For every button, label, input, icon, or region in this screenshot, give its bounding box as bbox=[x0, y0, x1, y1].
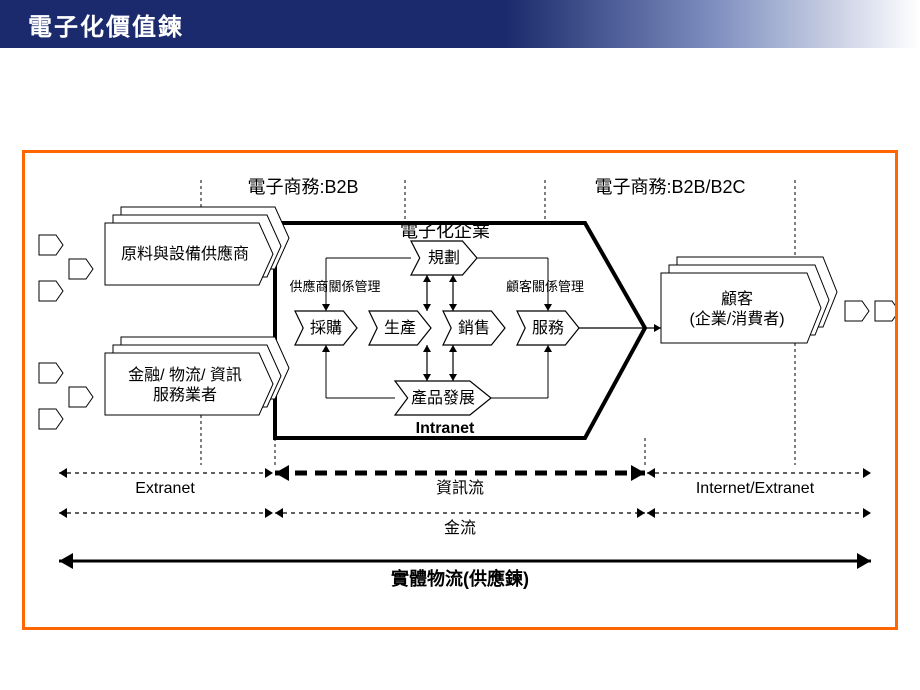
small-arrow-icon bbox=[845, 301, 869, 321]
flow-physical-head-r bbox=[857, 553, 871, 569]
node-product-dev-label: 產品發展 bbox=[411, 389, 475, 407]
flow-info-head-r bbox=[631, 465, 645, 481]
label-money-flow: 金流 bbox=[444, 519, 476, 537]
label-internet: Internet/Extranet bbox=[696, 480, 815, 497]
flow-extranet-head-r bbox=[265, 468, 273, 478]
small-arrow-icon bbox=[69, 387, 93, 407]
supplier-card-label: 原料與設備供應商 bbox=[121, 244, 249, 263]
flow-money-l-head-r bbox=[265, 508, 273, 518]
service-provider-card-label-1: 金融/ 物流/ 資訊 bbox=[128, 366, 242, 384]
service-provider-card-label-2: 服務業者 bbox=[153, 386, 217, 404]
flow-money-c-head-r bbox=[637, 508, 645, 518]
flow-money-c-head-l bbox=[275, 508, 283, 518]
node-produce-label: 生產 bbox=[384, 319, 416, 337]
customer-card-label-1: 顧客 bbox=[721, 290, 753, 308]
small-arrow-icon bbox=[39, 281, 63, 301]
flow-info-head-l bbox=[275, 465, 289, 481]
label-crm: 顧客關係管理 bbox=[506, 279, 584, 294]
flow-money-l-head-l bbox=[59, 508, 67, 518]
customer-card bbox=[661, 273, 821, 343]
label-extranet: Extranet bbox=[135, 480, 195, 497]
label-physical-flow: 實體物流(供應鍊) bbox=[391, 568, 529, 589]
header-b2b-b2c: 電子商務:B2B/B2C bbox=[594, 177, 745, 197]
flow-extranet-head-l bbox=[59, 468, 67, 478]
flow-money-r-head-l bbox=[647, 508, 655, 518]
title-bar: 電子化價值鍊 bbox=[0, 0, 920, 48]
service-provider-card bbox=[105, 353, 273, 415]
node-service-label: 服務 bbox=[532, 319, 564, 337]
value-chain-diagram: 電子商務:B2B 電子商務:B2B/B2C 電子化企業原料與設備供應商金融/ 物流/… bbox=[25, 153, 895, 627]
header-b2b: 電子商務:B2B bbox=[247, 177, 358, 197]
small-arrow-icon bbox=[39, 363, 63, 383]
flow-internet-head-r bbox=[863, 468, 871, 478]
small-arrow-icon bbox=[39, 409, 63, 429]
diagram-canvas: 電子商務:B2B 電子商務:B2B/B2C 電子化企業原料與設備供應商金融/ 物流/… bbox=[22, 150, 898, 630]
flow-money-r-head-r bbox=[863, 508, 871, 518]
customer-card-label-2: (企業/消費者) bbox=[689, 310, 784, 328]
label-intranet: Intranet bbox=[416, 420, 475, 437]
small-arrow-icon bbox=[875, 301, 895, 321]
label-info-flow: 資訊流 bbox=[436, 479, 484, 497]
node-purchase-label: 採購 bbox=[310, 319, 342, 337]
label-scm: 供應商關係管理 bbox=[289, 279, 380, 294]
enterprise-title: 電子化企業 bbox=[400, 221, 490, 241]
page-title: 電子化價值鍊 bbox=[28, 7, 184, 42]
node-sell-label: 銷售 bbox=[458, 319, 490, 337]
small-arrow-icon bbox=[69, 259, 93, 279]
small-arrow-icon bbox=[39, 235, 63, 255]
flow-physical-head-l bbox=[59, 553, 73, 569]
flow-internet-head-l bbox=[647, 468, 655, 478]
node-plan-label: 規劃 bbox=[428, 249, 460, 267]
